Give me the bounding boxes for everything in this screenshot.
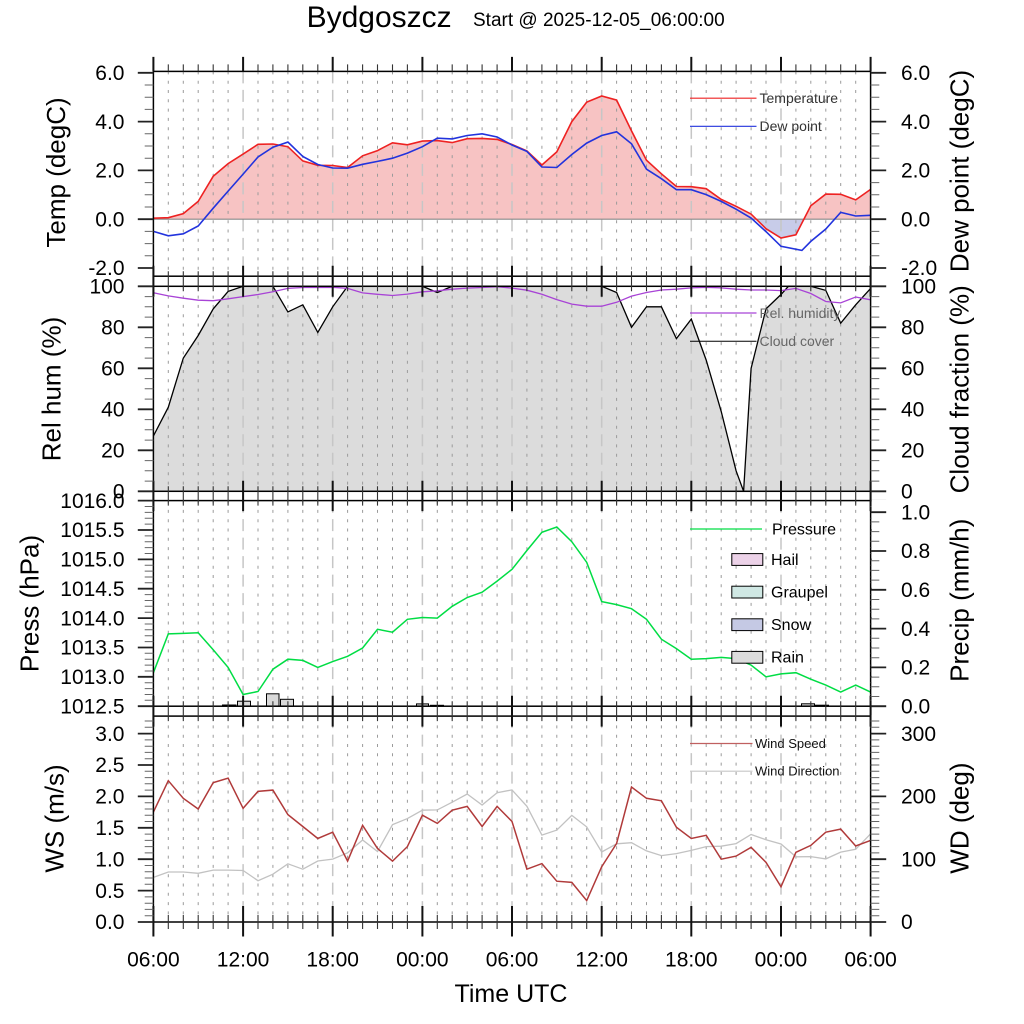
svg-text:Dew point: Dew point: [760, 118, 822, 134]
svg-text:0.2: 0.2: [901, 657, 930, 680]
svg-text:80: 80: [901, 317, 924, 340]
svg-text:20: 20: [901, 440, 924, 463]
svg-text:1015.0: 1015.0: [60, 549, 124, 572]
svg-text:6.0: 6.0: [901, 62, 930, 85]
svg-text:0: 0: [113, 481, 125, 504]
svg-text:Start @ 2025-12-05_06:00:00: Start @ 2025-12-05_06:00:00: [473, 10, 725, 31]
svg-text:Snow: Snow: [771, 617, 811, 634]
svg-text:4.0: 4.0: [901, 111, 930, 134]
svg-text:00:00: 00:00: [755, 948, 808, 971]
svg-text:WD (deg): WD (deg): [945, 762, 975, 873]
svg-text:2.5: 2.5: [95, 754, 124, 777]
svg-text:Pressure: Pressure: [772, 522, 836, 539]
svg-text:300: 300: [901, 723, 936, 746]
svg-text:0.6: 0.6: [901, 579, 930, 602]
svg-text:00:00: 00:00: [396, 948, 449, 971]
svg-text:Rel hum (%): Rel hum (%): [36, 317, 66, 461]
svg-text:Precip (mm/h): Precip (mm/h): [945, 519, 975, 682]
svg-text:06:00: 06:00: [486, 948, 539, 971]
svg-text:12:00: 12:00: [575, 948, 628, 971]
svg-text:Bydgoszcz: Bydgoszcz: [307, 1, 452, 34]
svg-text:6.0: 6.0: [95, 62, 124, 85]
svg-text:1013.5: 1013.5: [60, 637, 124, 660]
svg-text:1014.5: 1014.5: [60, 578, 124, 601]
svg-text:Temperature: Temperature: [760, 90, 839, 106]
svg-text:0.0: 0.0: [95, 208, 124, 231]
svg-text:Press (hPa): Press (hPa): [15, 535, 45, 672]
svg-text:1.5: 1.5: [95, 817, 124, 840]
svg-text:Cloud fraction (%): Cloud fraction (%): [945, 285, 975, 493]
svg-text:Temp (degC): Temp (degC): [41, 97, 71, 247]
svg-text:0.0: 0.0: [901, 208, 930, 231]
svg-text:06:00: 06:00: [844, 948, 897, 971]
svg-text:40: 40: [901, 399, 924, 422]
svg-text:20: 20: [101, 440, 124, 463]
svg-text:12:00: 12:00: [217, 948, 270, 971]
svg-text:0.4: 0.4: [901, 618, 931, 641]
svg-text:200: 200: [901, 786, 936, 809]
svg-text:60: 60: [101, 358, 124, 381]
svg-text:1013.0: 1013.0: [60, 666, 124, 689]
svg-text:WS (m/s): WS (m/s): [39, 764, 69, 872]
svg-text:0: 0: [901, 481, 913, 504]
svg-text:0.0: 0.0: [901, 695, 930, 718]
svg-text:Dew point (degC): Dew point (degC): [945, 70, 975, 272]
svg-text:Graupel: Graupel: [771, 585, 828, 602]
svg-text:0.5: 0.5: [95, 880, 124, 903]
svg-text:-2.0: -2.0: [901, 257, 937, 280]
svg-text:1.0: 1.0: [95, 848, 124, 871]
svg-text:Time UTC: Time UTC: [455, 980, 568, 1008]
svg-text:1012.5: 1012.5: [60, 695, 124, 718]
svg-text:40: 40: [101, 399, 124, 422]
svg-text:Rel. humidity: Rel. humidity: [760, 305, 841, 321]
svg-text:Wind Speed: Wind Speed: [755, 736, 826, 751]
svg-text:80: 80: [101, 317, 124, 340]
svg-text:0.0: 0.0: [95, 911, 124, 934]
svg-text:18:00: 18:00: [306, 948, 359, 971]
svg-text:2.0: 2.0: [95, 786, 124, 809]
svg-text:-2.0: -2.0: [88, 257, 124, 280]
svg-text:60: 60: [901, 358, 924, 381]
svg-text:Cloud cover: Cloud cover: [760, 333, 835, 349]
svg-text:1016.0: 1016.0: [60, 490, 124, 513]
svg-text:4.0: 4.0: [95, 111, 124, 134]
svg-text:1015.5: 1015.5: [60, 519, 124, 542]
svg-text:2.0: 2.0: [95, 160, 124, 183]
svg-text:0.8: 0.8: [901, 540, 930, 563]
svg-text:100: 100: [901, 276, 936, 299]
svg-text:18:00: 18:00: [665, 948, 718, 971]
svg-text:Rain: Rain: [771, 650, 804, 667]
svg-text:100: 100: [89, 276, 124, 299]
svg-text:06:00: 06:00: [127, 948, 180, 971]
svg-text:Hail: Hail: [771, 552, 799, 569]
svg-text:100: 100: [901, 848, 936, 871]
svg-text:Wind Direction: Wind Direction: [755, 764, 840, 779]
svg-text:2.0: 2.0: [901, 160, 930, 183]
svg-text:0: 0: [901, 911, 913, 934]
svg-text:3.0: 3.0: [95, 723, 124, 746]
svg-text:1.0: 1.0: [901, 501, 930, 524]
svg-text:1014.0: 1014.0: [60, 607, 124, 630]
